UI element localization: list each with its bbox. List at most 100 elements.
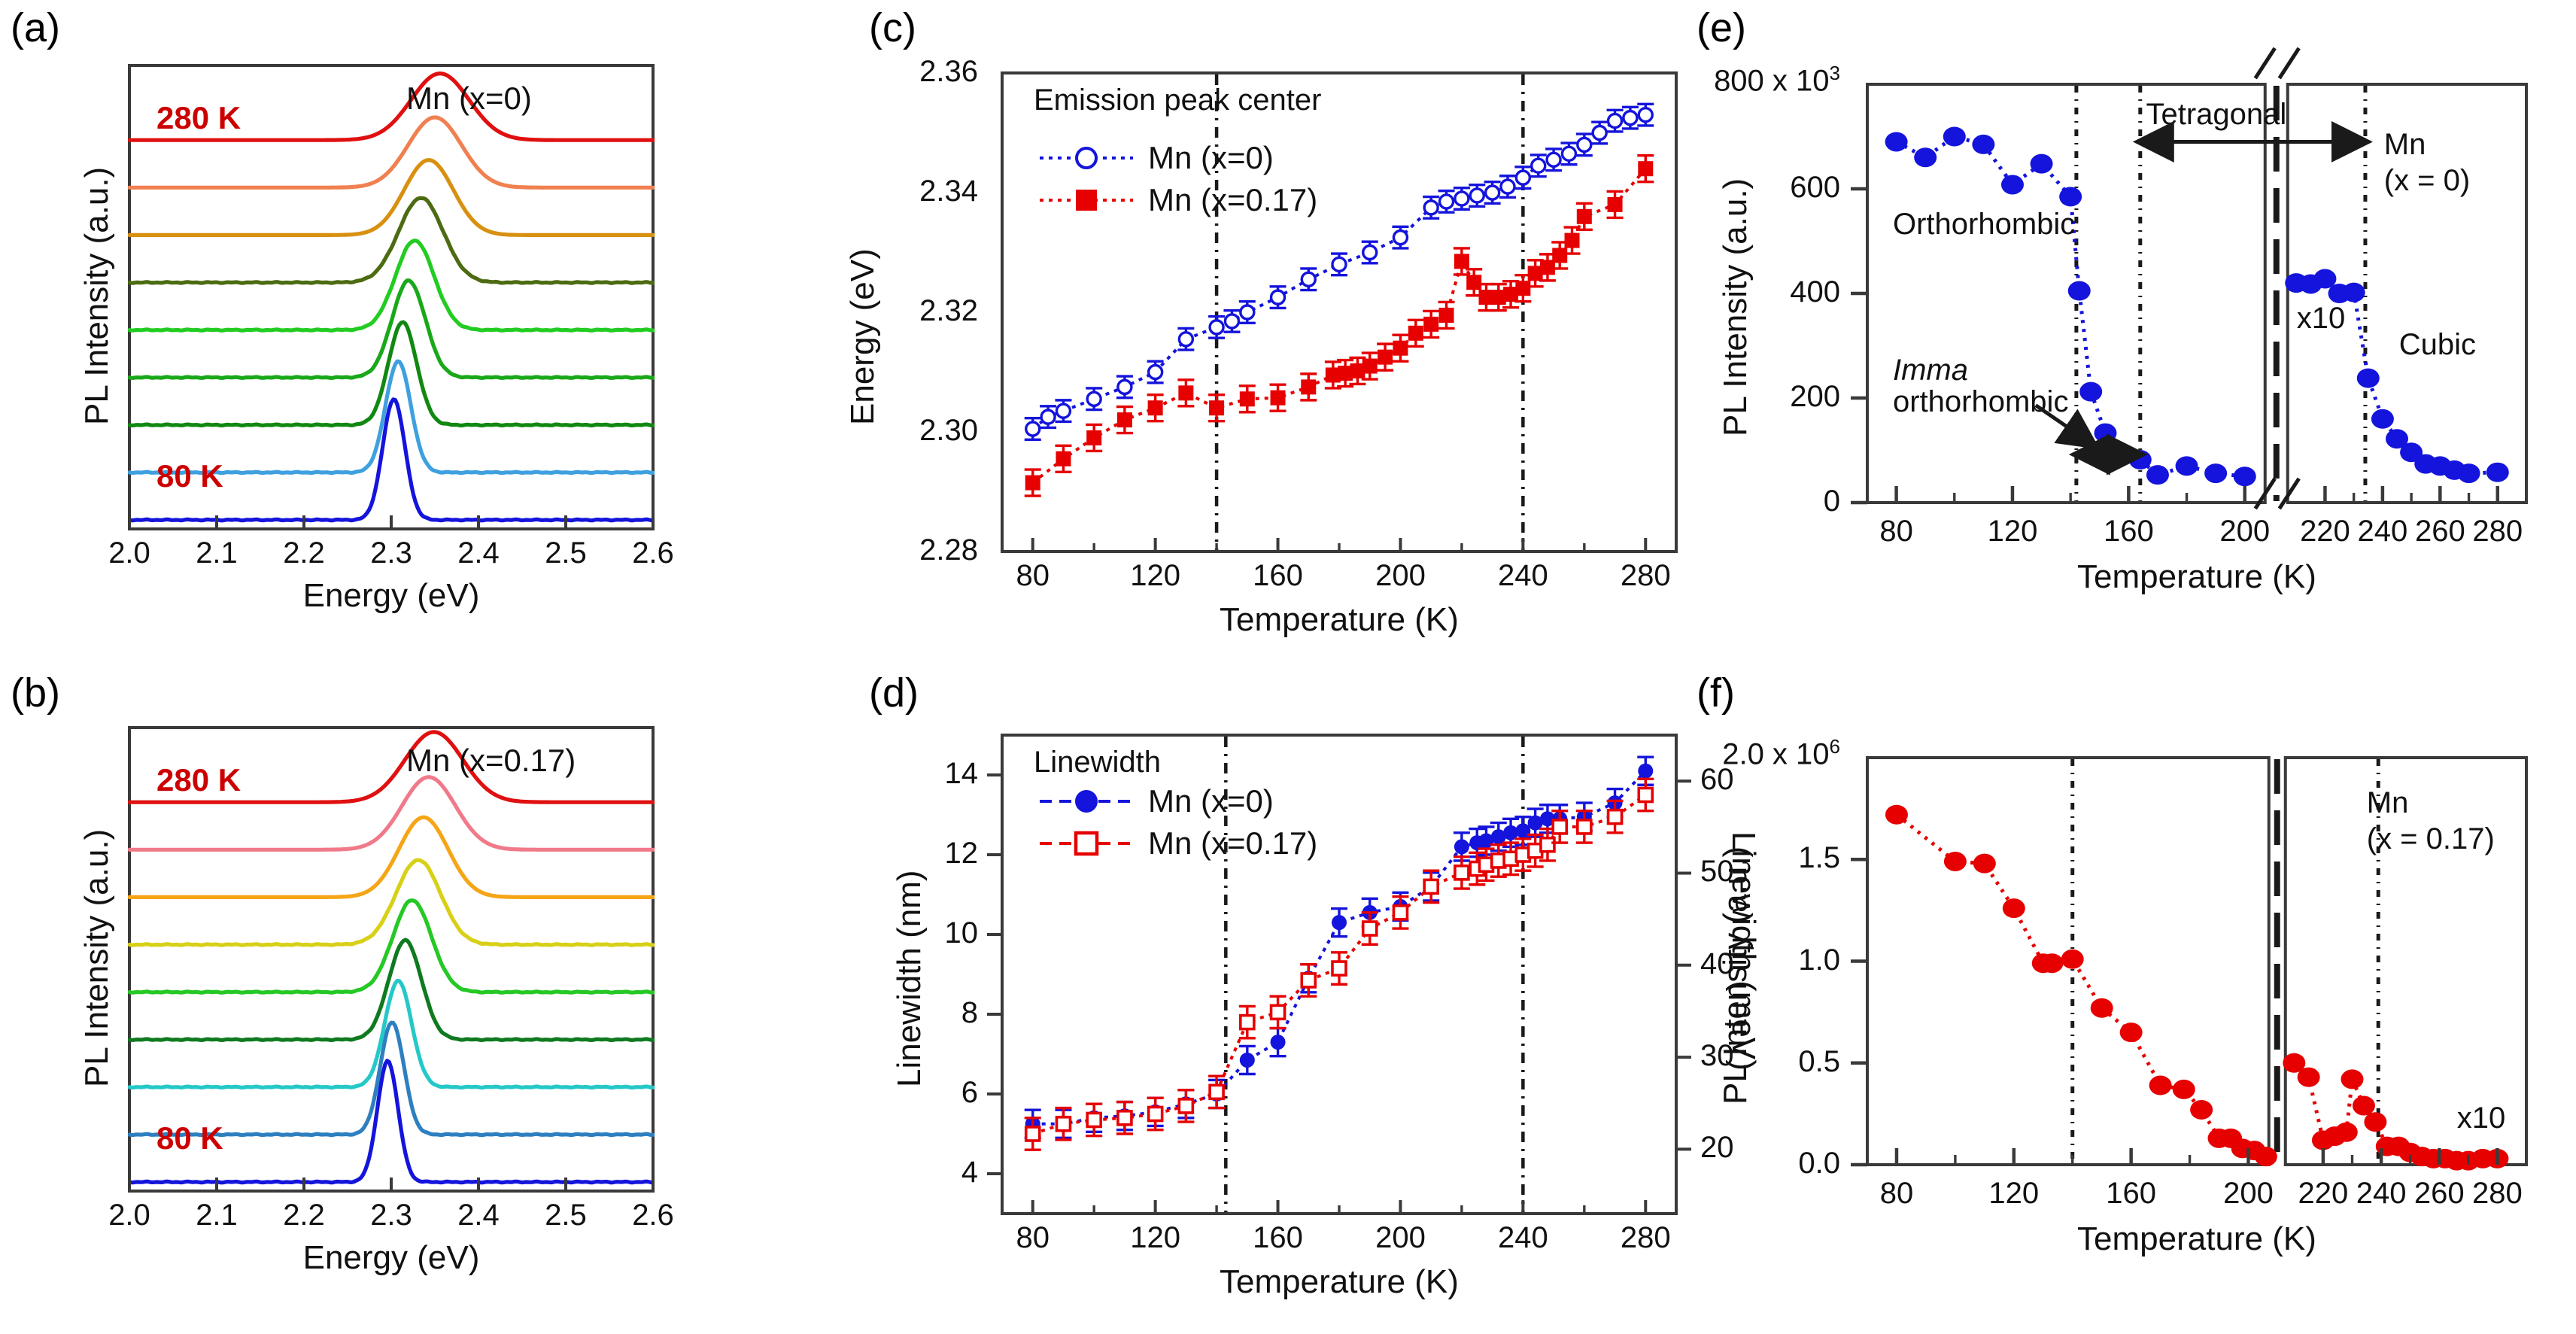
panel-f-xtick: 220	[2298, 1177, 2349, 1210]
panel-d-ytick: 6	[961, 1076, 978, 1109]
panel-d-ytick: 10	[944, 916, 979, 950]
panel-d-legend-marker-0	[1040, 790, 1133, 813]
panel-b-xlabel: Energy (eV)	[302, 1239, 480, 1276]
panel-f-xtick: 120	[1988, 1177, 2040, 1210]
panel-f-yscale: 2.0 x 106	[1652, 735, 1840, 771]
panel-c-xlabel: Temperature (K)	[1220, 601, 1459, 638]
panel-a-plot	[128, 64, 655, 530]
panel-b-xtick: 2.5	[545, 1199, 587, 1232]
panel-b-xtick: 2.0	[108, 1199, 150, 1232]
panel-d-ytick-right: 20	[1700, 1131, 1734, 1165]
panel-c-legend-label-0: Mn (x=0)	[1148, 140, 1274, 175]
panel-c-ytick: 2.28	[919, 533, 978, 567]
panel-e-xtick: 220	[2300, 515, 2350, 548]
panel-c-label: (c)	[869, 5, 916, 50]
panel-e-xtick: 280	[2472, 515, 2523, 548]
panel-f-ytick: 1.0	[1798, 943, 1840, 977]
panel-a-temp-low: 80 K	[156, 458, 223, 494]
panel-b-xtick: 2.1	[196, 1199, 238, 1232]
panel-d-label: (d)	[869, 670, 919, 716]
panel-a-xtick: 2.0	[108, 536, 150, 570]
panel-f-ytick: 0.5	[1798, 1044, 1840, 1078]
panel-f-xtick: 240	[2356, 1177, 2407, 1210]
panel-e-xtick: 160	[2103, 515, 2154, 548]
panel-e-plot	[1851, 47, 2528, 510]
panel-c-ytick: 2.30	[919, 414, 978, 447]
panel-e-yscale-exp: 3	[1829, 62, 1840, 84]
panel-f-ylabel: PL Intensity (a.u.)	[1717, 846, 1754, 1105]
panel-f-xtick: 80	[1879, 1177, 1914, 1210]
panel-e-xtick: 80	[1879, 515, 1913, 548]
panel-d-xtick: 160	[1253, 1221, 1303, 1254]
panel-f-ytick: 1.5	[1798, 841, 1840, 875]
panel-c-xtick: 240	[1497, 559, 1548, 592]
panel-f-sample-line2: (x = 0.17)	[2366, 822, 2495, 855]
panel-e-ytick: 400	[1790, 275, 1840, 308]
panel-f-xtick: 160	[2106, 1177, 2156, 1210]
panel-a-temp-high: 280 K	[156, 100, 242, 135]
panel-a-sample: Mn (x=0)	[406, 81, 532, 116]
panel-c-title: Emission peak center	[1034, 84, 1322, 117]
panel-b-xtick: 2.3	[370, 1199, 412, 1232]
panel-d-ytick: 12	[944, 837, 979, 870]
panel-b-sample: Mn (x=0.17)	[406, 743, 576, 778]
panel-d-ytick: 4	[961, 1156, 978, 1189]
panel-a-xtick: 2.6	[632, 536, 674, 570]
panel-b-label: (b)	[11, 670, 60, 716]
panel-e-ytick: 600	[1790, 171, 1840, 204]
panel-f-ytick: 0.0	[1798, 1147, 1840, 1180]
panel-e-phase-imma-line2: orthorhombic	[1893, 384, 2069, 418]
panel-d-legend-marker-1	[1040, 831, 1133, 856]
panel-f-sample-line1: Mn	[2366, 786, 2409, 819]
panel-c-ylabel: Energy (eV)	[844, 248, 881, 425]
panel-e-sample-line2: (x = 0)	[2383, 164, 2471, 197]
panel-c-xtick: 280	[1620, 559, 1671, 592]
panel-a-xtick: 2.5	[545, 536, 587, 570]
panel-e-phase-tetragonal: Tetragonal	[2146, 97, 2287, 131]
panel-e-ytick: 200	[1790, 380, 1840, 413]
panel-c-xtick: 200	[1375, 559, 1426, 592]
panel-e-xtick: 200	[2219, 515, 2271, 548]
panel-f-xtick: 200	[2223, 1177, 2274, 1210]
panel-e-phase-orthorhombic: Orthorhombic	[1893, 207, 2076, 241]
panel-a-label: (a)	[11, 5, 60, 50]
panel-c-xtick: 120	[1130, 559, 1180, 592]
panel-f-label: (f)	[1697, 670, 1735, 716]
panel-d-title: Linewidth	[1034, 746, 1162, 779]
panel-d-xtick: 240	[1497, 1221, 1548, 1254]
panel-e-yscale-base: 800 x 10	[1714, 64, 1830, 98]
panel-d-ytick-right: 50	[1700, 855, 1734, 889]
panel-e-label: (e)	[1697, 5, 1746, 50]
panel-d-plot	[987, 734, 1691, 1215]
panel-d-ytick-right: 60	[1700, 763, 1734, 797]
panel-b-xtick: 2.6	[632, 1199, 674, 1232]
panel-d-ytick-right: 30	[1700, 1039, 1734, 1073]
panel-a-xtick: 2.2	[283, 536, 325, 570]
panel-f-xlabel: Temperature (K)	[2077, 1220, 2316, 1257]
panel-b-xtick: 2.4	[457, 1199, 500, 1232]
panel-f-yscale-base: 2.0 x 10	[1722, 737, 1830, 771]
panel-a-xtick: 2.4	[457, 536, 500, 570]
panel-d-xtick: 80	[1016, 1221, 1050, 1254]
panel-e-scale-note: x10	[2296, 301, 2346, 335]
panel-f-xtick: 280	[2472, 1177, 2523, 1210]
panel-e-xtick: 120	[1987, 515, 2038, 548]
panel-d-ylabel: Linewidth (nm)	[891, 870, 928, 1087]
panel-d-xlabel: Temperature (K)	[1220, 1263, 1459, 1300]
panel-b-plot	[128, 726, 655, 1193]
panel-c-legend-marker-1	[1040, 190, 1133, 211]
panel-d-ytick: 8	[961, 996, 978, 1029]
panel-d-legend-label-1: Mn (x=0.17)	[1148, 825, 1318, 861]
panel-a-xlabel: Energy (eV)	[302, 577, 480, 614]
panel-a-ylabel: PL Intensity (a.u.)	[78, 166, 115, 425]
panel-d-xtick: 280	[1620, 1221, 1671, 1254]
panel-c-ytick: 2.32	[919, 294, 978, 327]
panel-a-xtick: 2.1	[196, 536, 238, 570]
panel-d-ytick: 14	[944, 757, 979, 790]
panel-c-legend-marker-0	[1040, 147, 1133, 169]
panel-e-sample-line1: Mn	[2383, 128, 2426, 161]
panel-e-ylabel: PL Intensity (a.u.)	[1717, 178, 1754, 436]
panel-d-xtick: 200	[1375, 1221, 1426, 1254]
panel-b-xtick: 2.2	[283, 1199, 325, 1232]
